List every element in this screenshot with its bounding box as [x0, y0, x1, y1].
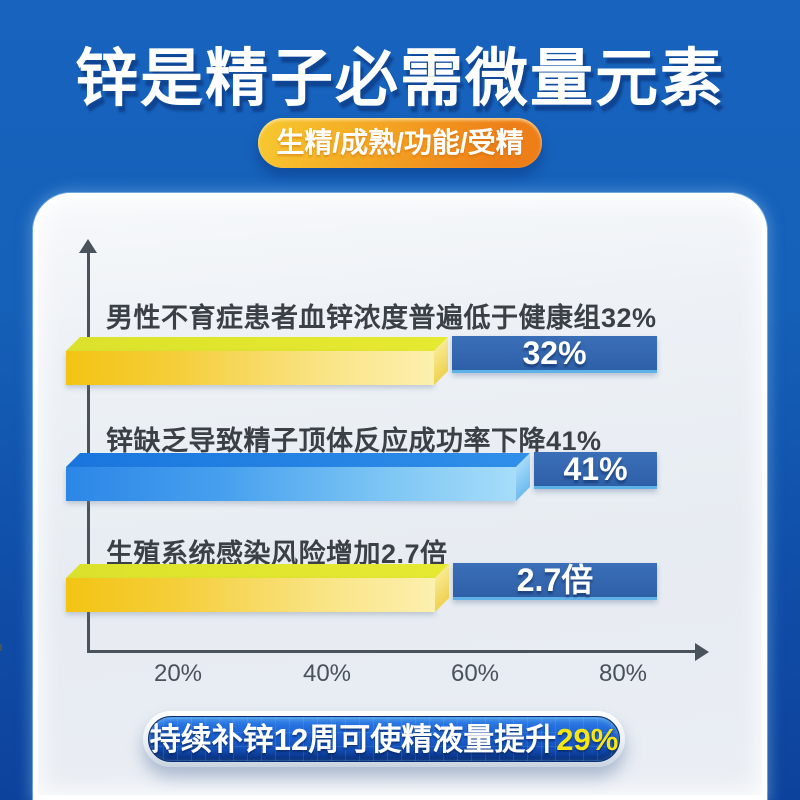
- bar-front-face: [66, 467, 516, 501]
- y-axis-arrow-icon: [79, 239, 97, 253]
- bar-label: 锌缺乏导致精子顶体反应成功率下降41%: [106, 426, 602, 456]
- value-badge: 2.7倍: [453, 563, 657, 600]
- conclusion-text: 持续补锌12周可使精液量提升29%: [149, 717, 619, 761]
- conclusion-pill: 持续补锌12周可使精液量提升29%: [143, 711, 625, 767]
- bar-top-face: [66, 453, 530, 467]
- bar-top-face: [66, 337, 448, 351]
- bar-front-face: [66, 578, 435, 612]
- bar-front-face: [66, 351, 434, 385]
- value-badge: 41%: [534, 452, 657, 489]
- conclusion-highlight: 29%: [556, 722, 619, 757]
- x-axis-arrow-icon: [695, 643, 709, 661]
- bar-top-face: [66, 564, 449, 578]
- x-tick-label: 60%: [450, 660, 500, 687]
- y-axis-line: [87, 252, 90, 652]
- x-tick-label: 20%: [153, 660, 203, 687]
- conclusion-text-main: 持续补锌12周可使精液量提升: [149, 722, 557, 757]
- conclusion-pill-inner: 持续补锌12周可使精液量提升29%: [148, 716, 620, 762]
- x-axis-tick: [0, 644, 2, 651]
- subtitle-badge: 生精/成熟/功能/受精: [258, 118, 542, 168]
- page-title: 锌是精子必需微量元素: [75, 44, 725, 114]
- x-tick-label: 40%: [302, 660, 352, 687]
- x-axis-line: [87, 650, 697, 653]
- value-badge: 32%: [452, 336, 657, 373]
- x-tick-label: 80%: [598, 660, 648, 687]
- bar-label: 男性不育症患者血锌浓度普遍低于健康组32%: [106, 303, 657, 333]
